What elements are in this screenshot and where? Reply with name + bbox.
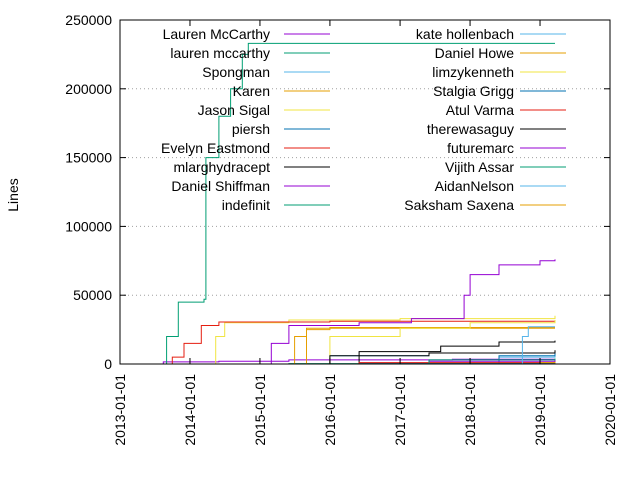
- legend-label: Daniel Howe: [435, 45, 515, 61]
- legend-label: futuremarc: [447, 140, 514, 156]
- legend-entry: Daniel Shiffman: [171, 178, 330, 194]
- y-axis-label: Lines: [5, 178, 21, 211]
- legend-entry: Lauren McCarthy: [163, 26, 330, 42]
- legend-entry: Evelyn Eastmond: [161, 140, 330, 156]
- y-tick-label: 50000: [73, 287, 112, 303]
- legend-label: mlarghydracept: [174, 159, 271, 175]
- legend-entry: AidanNelson: [435, 178, 566, 194]
- x-tick-label: 2015-01-01: [252, 374, 268, 446]
- y-tick-label: 150000: [65, 150, 112, 166]
- y-tick-label: 100000: [65, 218, 112, 234]
- series-line-9: [152, 42, 555, 365]
- legend-label: kate hollenbach: [416, 26, 514, 42]
- series-line-0: [154, 358, 556, 365]
- x-tick-label: 2016-01-01: [322, 374, 338, 446]
- legend-entry: indefinit: [222, 197, 330, 213]
- legend-entry: lauren mccarthy: [170, 45, 330, 61]
- x-tick-label: 2014-01-01: [182, 374, 198, 446]
- grid-layer: [120, 88, 610, 296]
- legend-label: Atul Varma: [446, 102, 514, 118]
- legend-label: Jason Sigal: [198, 102, 270, 118]
- legend-label: AidanNelson: [435, 178, 514, 194]
- legend-entry: Jason Sigal: [198, 102, 330, 118]
- x-tick-label: 2019-01-01: [532, 374, 548, 446]
- y-tick-label: 250000: [65, 12, 112, 28]
- legend-label: piersh: [232, 121, 270, 137]
- legend-label: Karen: [233, 83, 270, 99]
- legend-entry: limzykenneth: [432, 64, 566, 80]
- legend-label: Saksham Saxena: [404, 197, 514, 213]
- series-line-7: [294, 340, 556, 365]
- legend-label: lauren mccarthy: [170, 45, 270, 61]
- axes-layer: 0 50000 100000 150000 200000 250000 2013-01-01…: [65, 12, 618, 446]
- legend-label: Daniel Shiffman: [171, 178, 270, 194]
- legend-entry: Atul Varma: [446, 102, 566, 118]
- legend-entry: therewasaguy: [427, 121, 566, 137]
- series-line-11: [288, 327, 555, 365]
- legend-label: indefinit: [222, 197, 270, 213]
- legend-label: Evelyn Eastmond: [161, 140, 270, 156]
- y-tick-label: 200000: [65, 81, 112, 97]
- x-tick-label: 2017-01-01: [392, 374, 408, 446]
- x-tick-label: 2013-01-01: [112, 374, 128, 446]
- plot-border: [119, 19, 611, 365]
- legend-label: limzykenneth: [432, 64, 514, 80]
- y-tick-label: 0: [104, 356, 112, 372]
- series-line-8: [230, 259, 556, 365]
- legend-entry: Saksham Saxena: [404, 197, 566, 213]
- x-tick-label: 2018-01-01: [462, 374, 478, 446]
- series-line-12: [300, 320, 556, 365]
- legend-entry: mlarghydracept: [174, 159, 330, 175]
- legend-entry: Daniel Howe: [435, 45, 566, 61]
- legend-entry: futuremarc: [447, 140, 566, 156]
- legend-label: therewasaguy: [427, 121, 514, 137]
- x-tick-label: 2020-01-01: [602, 374, 618, 446]
- legend-label: Stalgia Grigg: [433, 83, 514, 99]
- legend-entry: Spongman: [202, 64, 330, 80]
- legend-label: Spongman: [202, 64, 270, 80]
- legend-entry: Stalgia Grigg: [433, 83, 566, 99]
- legend-entry: Karen: [233, 83, 330, 99]
- series-line-6: [157, 320, 555, 365]
- legend: Lauren McCarthy lauren mccarthy Spongman Ka…: [161, 26, 566, 213]
- series-line-3: [288, 327, 555, 365]
- legend-label: Vijith Assar: [445, 159, 514, 175]
- legend-entry: kate hollenbach: [416, 26, 566, 42]
- legend-entry: piersh: [232, 121, 330, 137]
- legend-entry: Vijith Assar: [445, 159, 566, 175]
- legend-label: Lauren McCarthy: [163, 26, 270, 42]
